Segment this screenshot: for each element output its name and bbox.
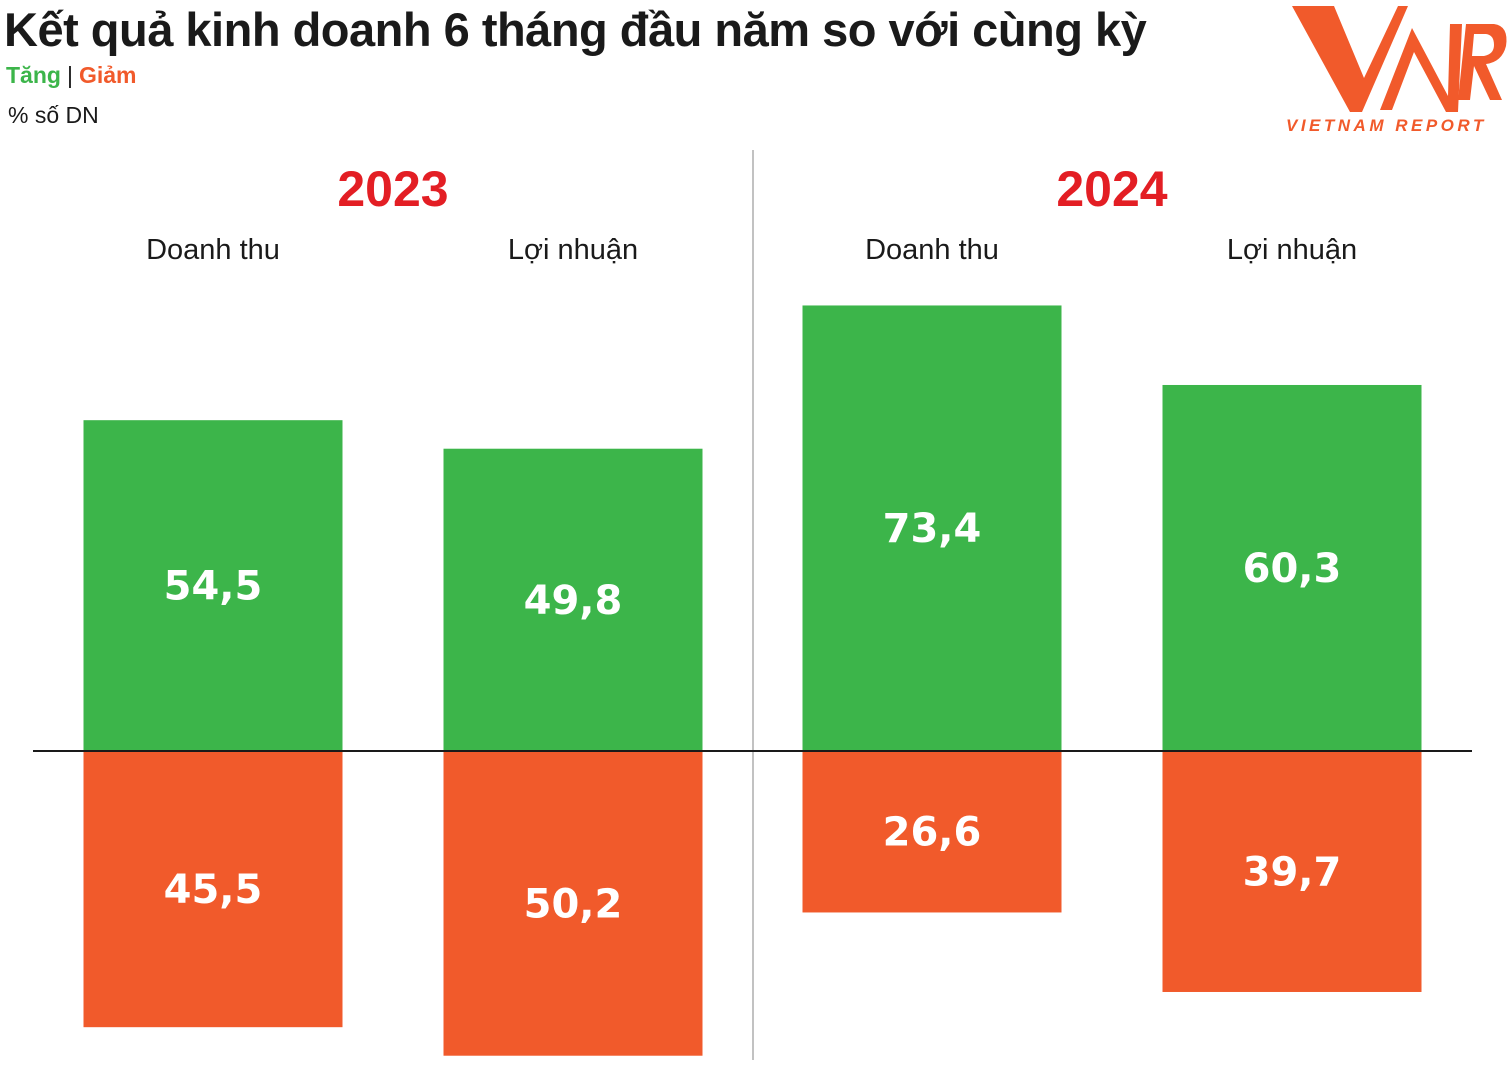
bar-increase-2024-rev <box>802 305 1062 751</box>
value-label-decrease-2024-rev: 26,6 <box>883 810 982 856</box>
value-label-decrease-2024-profit: 39,7 <box>1243 849 1342 895</box>
category-label-2023-revenue: Doanh thu <box>146 234 280 266</box>
value-label-decrease-2023-rev: 45,5 <box>164 867 263 913</box>
bar-decrease-2024-rev <box>802 751 1062 913</box>
bar-decrease-2023-rev <box>83 751 343 1028</box>
value-label-decrease-2023-profit: 50,2 <box>524 881 623 927</box>
legend-decrease: Giảm <box>78 62 137 88</box>
bar-increase-2023-rev <box>83 420 343 751</box>
logo-text: VIETNAM REPORT <box>1286 116 1487 135</box>
value-label-increase-2024-profit: 60,3 <box>1243 546 1342 592</box>
unit-label: % số DN <box>8 102 99 128</box>
bar-decrease-2024-profit <box>1162 751 1422 992</box>
year-2024-label: 2024 <box>1056 161 1168 217</box>
legend-separator: | <box>66 62 73 88</box>
chart-title: Kết quả kinh doanh 6 tháng đầu năm so vớ… <box>4 3 1147 56</box>
value-label-increase-2023-profit: 49,8 <box>524 578 623 624</box>
bar-increase-2024-profit <box>1162 384 1422 751</box>
bar-decrease-2023-profit <box>443 751 703 1056</box>
value-label-increase-2024-rev: 73,4 <box>883 506 982 552</box>
category-label-2024-revenue: Doanh thu <box>865 234 999 266</box>
category-label-2024-profit: Lợi nhuận <box>1226 234 1358 266</box>
legend: Tăng | Giảm <box>6 62 136 89</box>
vnr-logo-icon <box>1292 6 1507 112</box>
year-2023-label: 2023 <box>337 161 449 217</box>
value-label-increase-2023-rev: 54,5 <box>164 564 263 610</box>
bar-increase-2023-profit <box>443 448 703 751</box>
category-label-2023-profit: Lợi nhuận <box>507 234 639 266</box>
legend-increase: Tăng <box>6 62 61 88</box>
